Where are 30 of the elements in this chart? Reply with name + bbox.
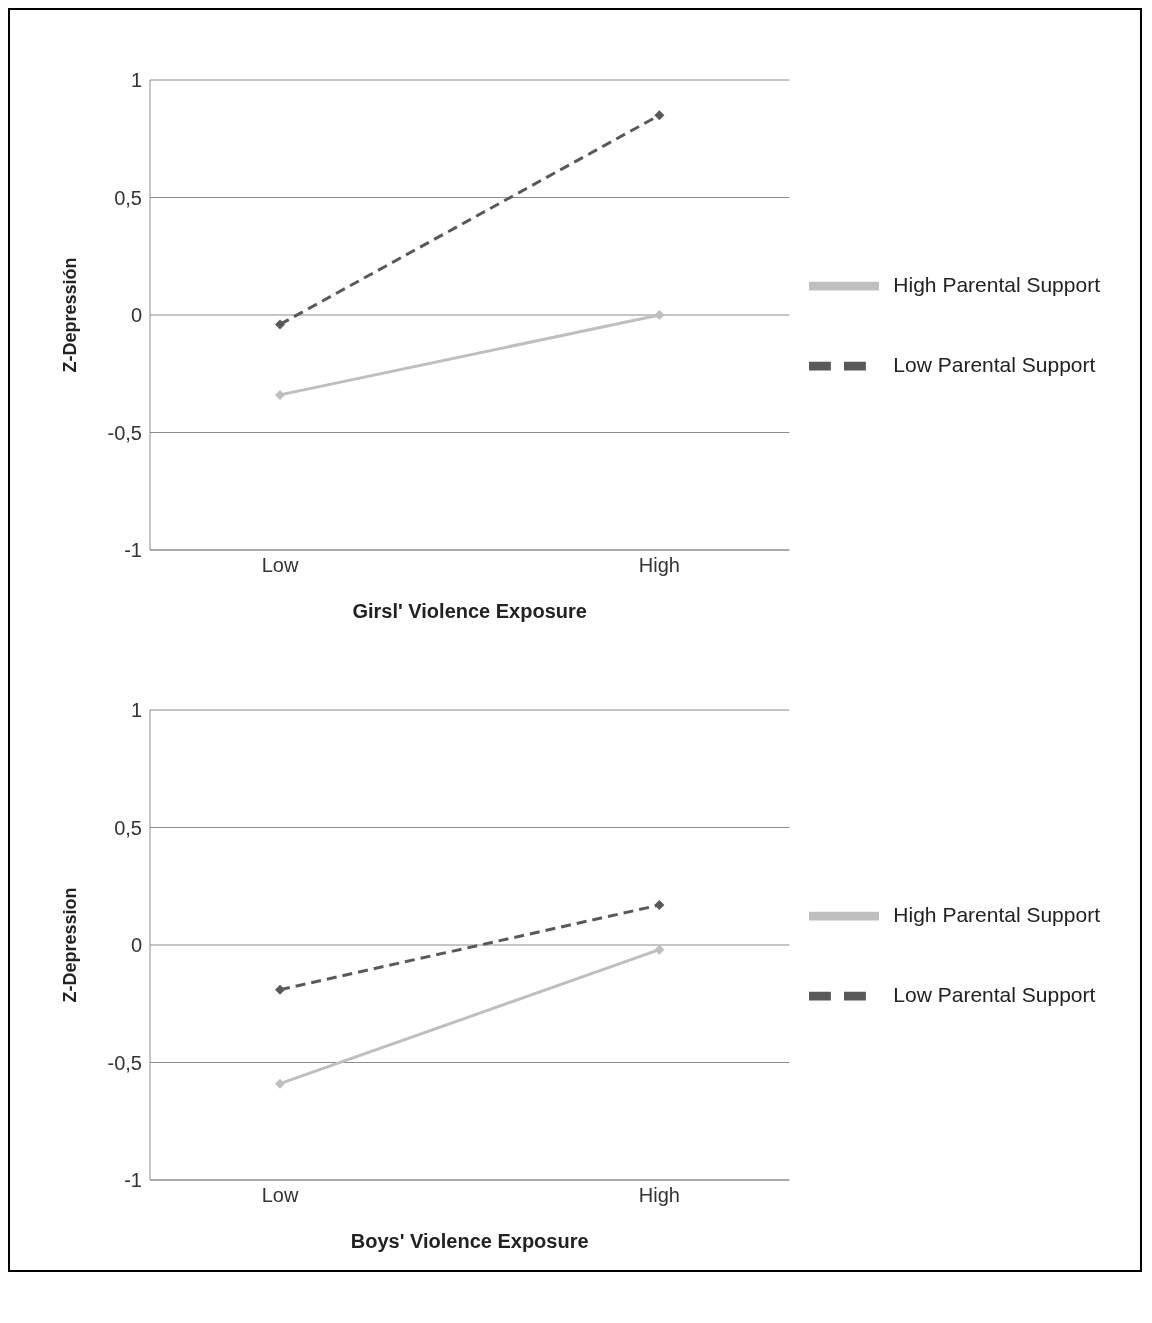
point	[275, 389, 285, 400]
y-tick-label: -1	[124, 539, 142, 562]
x-tick-label: Low	[261, 1184, 299, 1207]
y-tick-label: 1	[130, 69, 142, 92]
y-axis-title: Z-Depressión	[60, 257, 81, 373]
legend-label: High Parental Support	[893, 903, 1100, 926]
x-tick-label: Low	[261, 554, 299, 577]
y-tick-label: -1	[124, 1169, 142, 1192]
y-tick-label: 0	[130, 934, 142, 957]
x-axis-title: Girsl' Violence Exposure	[352, 600, 587, 622]
legend-label: Low Parental Support	[893, 353, 1096, 376]
point	[275, 319, 285, 330]
legend-label: High Parental Support	[893, 273, 1100, 296]
point	[654, 944, 665, 955]
y-axis-title: Z-Depression	[60, 887, 81, 1003]
y-tick-label: 0	[130, 304, 142, 327]
y-tick-label: -0,5	[107, 421, 142, 444]
y-tick-label: 0,5	[114, 186, 142, 209]
y-tick-label: 0,5	[114, 816, 142, 839]
y-tick-label: -0,5	[107, 1051, 142, 1074]
point	[275, 1078, 285, 1089]
point	[275, 984, 285, 995]
legend-label: Low Parental Support	[893, 983, 1096, 1006]
point	[654, 900, 665, 911]
y-tick-label: 1	[130, 699, 142, 722]
x-tick-label: High	[638, 1184, 680, 1207]
x-tick-label: High	[638, 554, 680, 577]
x-axis-title: Boys' Violence Exposure	[350, 1230, 589, 1252]
point	[654, 110, 665, 121]
point	[654, 310, 665, 320]
